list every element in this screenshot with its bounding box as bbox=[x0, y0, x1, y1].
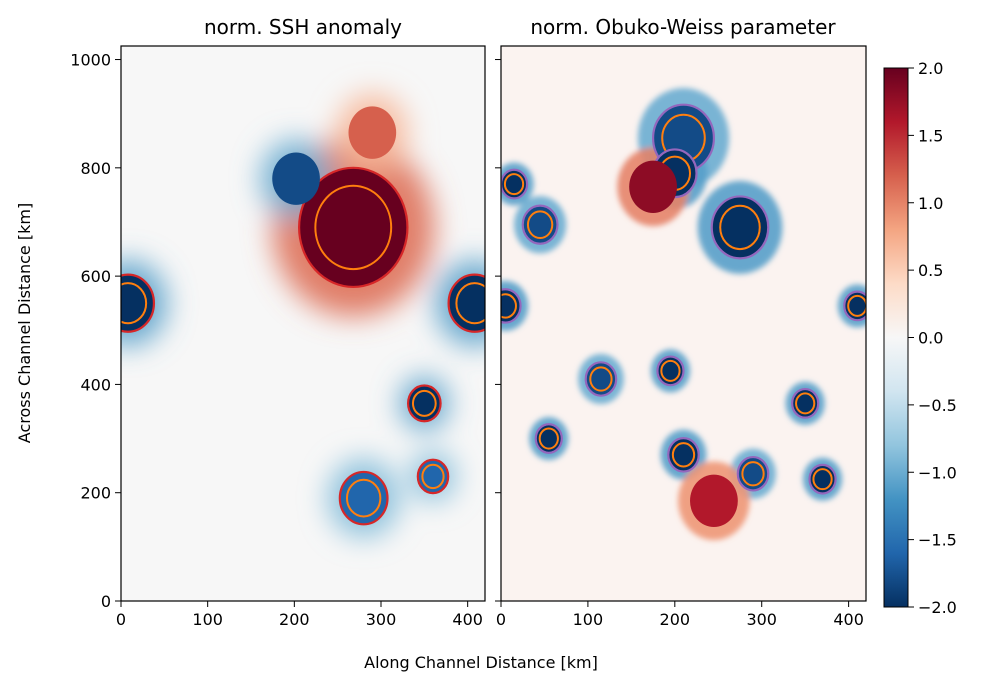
colorbar: 2.0 1.5 1.0 0.5 0.0 −0.5 −1.0 −1.5 −2.0 bbox=[883, 59, 957, 617]
x-tick-label: 400 bbox=[452, 610, 483, 629]
eddy-core bbox=[690, 474, 738, 528]
colorbar-tick-label: 0.5 bbox=[918, 261, 943, 280]
eddy-contour-outer bbox=[843, 290, 866, 322]
x-tick-label: 100 bbox=[192, 610, 223, 629]
x-tick-label: 300 bbox=[746, 610, 777, 629]
eddy-contour-inner bbox=[671, 442, 696, 468]
eddy-contour-inner bbox=[538, 427, 559, 450]
ssh-heatmap-field bbox=[121, 93, 485, 538]
eddy-core bbox=[121, 274, 154, 332]
eddy-contour-outer bbox=[121, 273, 156, 333]
eddy-contour-outer bbox=[791, 387, 820, 419]
ssh-panel-title: norm. SSH anomaly bbox=[204, 15, 402, 39]
eddy-contour-inner bbox=[314, 184, 393, 271]
x-tick-label: 0 bbox=[496, 610, 506, 629]
colorbar-ticks: 2.0 1.5 1.0 0.5 0.0 −0.5 −1.0 −1.5 −2.0 bbox=[908, 59, 957, 617]
eddy-core bbox=[272, 152, 320, 205]
x-axis-label: Along Channel Distance [km] bbox=[364, 653, 598, 672]
eddy-contour-outer bbox=[298, 166, 409, 289]
colorbar-tick-label: −1.0 bbox=[918, 463, 957, 482]
eddy-contour-inner bbox=[421, 463, 445, 490]
eddy-contour-inner bbox=[589, 366, 613, 392]
ow-heatmap-field bbox=[501, 88, 866, 541]
eddy-contour-inner bbox=[503, 173, 525, 196]
colorbar-tick-label: −2.0 bbox=[918, 598, 957, 617]
eddy-contour-outer bbox=[667, 437, 700, 473]
ssh-y-ticks: 0 200 400 600 800 1000 bbox=[70, 51, 121, 611]
eddy-contour-outer bbox=[501, 288, 522, 324]
eddy-contour-outer bbox=[534, 423, 563, 454]
eddy-contour-inner bbox=[719, 204, 761, 251]
colorbar-tick-label: 0.0 bbox=[918, 329, 943, 348]
ow-panel-title: norm. Obuko-Weiss parameter bbox=[530, 15, 836, 39]
eddy-contour-inner bbox=[526, 210, 554, 240]
eddy-contour-inner bbox=[847, 294, 866, 317]
ow-panel-frame bbox=[500, 45, 867, 602]
y-tick-label: 800 bbox=[80, 159, 111, 178]
eddy-contour-inner bbox=[795, 392, 816, 415]
y-axis-label: Across Channel Distance [km] bbox=[15, 203, 34, 443]
x-tick-label: 300 bbox=[366, 610, 397, 629]
colorbar-tick-label: 2.0 bbox=[918, 59, 943, 78]
y-tick-label: 0 bbox=[101, 592, 111, 611]
ssh-panel: norm. SSH anomaly 0 100 200 300 400 0 200 400 6… bbox=[70, 15, 486, 629]
eddy-contour-outer bbox=[521, 204, 559, 245]
ow-features bbox=[501, 103, 866, 528]
colorbar-tick-label: 1.0 bbox=[918, 194, 943, 213]
eddy-contour-outer bbox=[808, 463, 837, 495]
eddy-contour-inner bbox=[501, 293, 517, 319]
ow-panel: norm. Obuko-Weiss parameter 0 100 200 300 40… bbox=[495, 15, 867, 629]
ssh-features bbox=[121, 106, 485, 526]
ssh-x-ticks: 0 100 200 300 400 bbox=[116, 601, 483, 629]
eddy-contour-outer bbox=[338, 470, 389, 526]
eddy-contour-inner bbox=[121, 282, 148, 325]
eddy-core bbox=[629, 160, 677, 213]
colorbar-tick-label: 1.5 bbox=[918, 126, 943, 145]
eddy-contour-inner bbox=[345, 478, 382, 518]
eddy-contour-outer bbox=[501, 168, 529, 200]
eddy-contour-outer bbox=[656, 355, 685, 387]
ow-y-ticks bbox=[495, 59, 501, 602]
colorbar-tick-label: −0.5 bbox=[918, 396, 957, 415]
eddy-contour-outer bbox=[447, 273, 485, 333]
y-tick-label: 1000 bbox=[70, 51, 111, 70]
eddy-core bbox=[448, 274, 485, 332]
x-tick-label: 100 bbox=[573, 610, 604, 629]
eddy-contour-outer bbox=[584, 361, 618, 397]
eddy-contour-outer bbox=[406, 384, 442, 423]
x-tick-label: 0 bbox=[116, 610, 126, 629]
eddy-contour-inner bbox=[741, 461, 765, 487]
eddy-core bbox=[348, 106, 397, 159]
colorbar-gradient bbox=[884, 68, 908, 607]
y-tick-label: 400 bbox=[80, 375, 111, 394]
x-tick-label: 200 bbox=[279, 610, 310, 629]
eddy-contour-inner bbox=[812, 468, 833, 491]
ssh-panel-background bbox=[121, 46, 485, 601]
eddy-contour-outer bbox=[736, 455, 770, 492]
x-tick-label: 200 bbox=[660, 610, 691, 629]
eddy-contour-inner bbox=[660, 359, 681, 382]
eddy-core bbox=[501, 289, 521, 323]
ow-x-ticks: 0 100 200 300 400 bbox=[496, 601, 864, 629]
eddy-contour-inner bbox=[411, 389, 437, 417]
eddy-contour-outer bbox=[710, 195, 770, 260]
x-tick-label: 400 bbox=[833, 610, 864, 629]
eddy-contour-inner bbox=[455, 282, 485, 325]
colorbar-tick-label: −1.5 bbox=[918, 531, 957, 550]
eddy-contour-outer bbox=[416, 458, 450, 495]
y-tick-label: 200 bbox=[80, 484, 111, 503]
ssh-panel-frame bbox=[120, 45, 486, 602]
y-tick-label: 600 bbox=[80, 267, 111, 286]
